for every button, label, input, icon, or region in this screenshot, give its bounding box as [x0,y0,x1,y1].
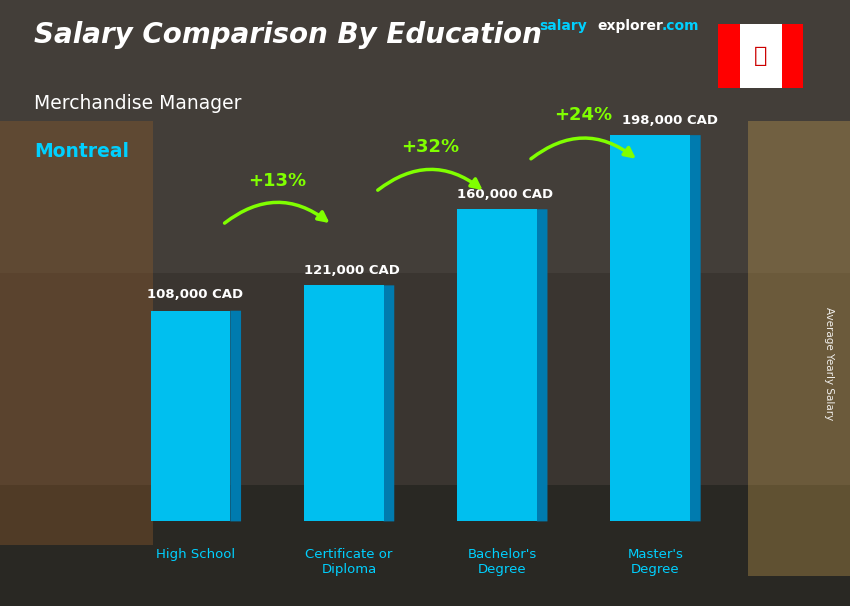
Text: High School: High School [156,548,235,561]
FancyArrowPatch shape [377,170,479,190]
Text: +32%: +32% [401,138,459,156]
Text: Salary Comparison By Education: Salary Comparison By Education [34,21,542,49]
Text: 160,000 CAD: 160,000 CAD [457,188,553,201]
Text: 121,000 CAD: 121,000 CAD [304,264,400,278]
Text: salary: salary [540,19,587,33]
Text: +13%: +13% [248,172,306,190]
Text: Bachelor's
Degree: Bachelor's Degree [468,548,537,576]
Bar [782,24,803,88]
Bar [457,209,536,521]
Polygon shape [230,311,241,521]
Text: Master's
Degree: Master's Degree [627,548,683,576]
Polygon shape [690,135,700,521]
Text: Merchandise Manager: Merchandise Manager [34,94,241,113]
FancyArrowPatch shape [531,138,633,159]
Bar [0,121,153,545]
Bar [748,121,850,576]
Bar [0,485,850,606]
Text: Montreal: Montreal [34,142,129,161]
Text: +24%: +24% [554,106,613,124]
FancyArrowPatch shape [224,202,326,223]
Polygon shape [536,209,547,521]
Text: .com: .com [661,19,699,33]
Text: Average Yearly Salary: Average Yearly Salary [824,307,834,420]
Bar [0,0,850,273]
Text: 108,000 CAD: 108,000 CAD [147,288,243,301]
Bar [304,285,383,521]
Bar [150,311,230,521]
Text: Certificate or
Diploma: Certificate or Diploma [305,548,393,576]
Bar [718,24,740,88]
Text: 🍁: 🍁 [754,46,768,66]
Text: explorer: explorer [598,19,663,33]
Polygon shape [383,285,394,521]
Bar [610,135,690,521]
Text: 198,000 CAD: 198,000 CAD [622,114,718,127]
Bar [740,24,782,88]
